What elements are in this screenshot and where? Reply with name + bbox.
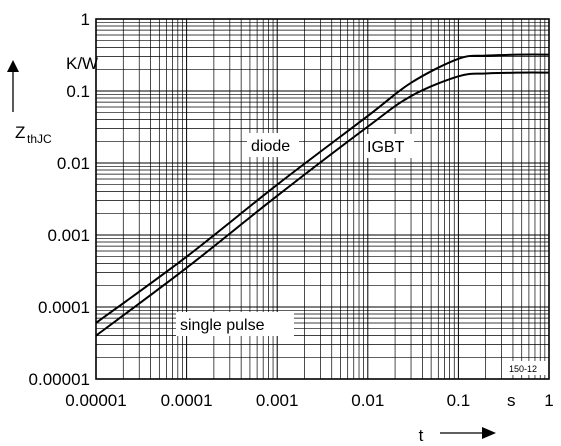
x-tick-label: 0.01 [351, 391, 384, 410]
diode-label-bg [247, 133, 299, 157]
curves [95, 53, 550, 337]
y-axis-label: Z [15, 123, 25, 142]
y-tick-label: 0.001 [47, 226, 90, 245]
x-tick-label: 0.0001 [161, 391, 213, 410]
grid [95, 18, 550, 380]
x-tick-label: 0.1 [447, 391, 471, 410]
code-label-bg [507, 361, 547, 375]
y-tick-label: 0.00001 [29, 370, 90, 389]
x-tick-label: 0.001 [256, 391, 299, 410]
plot-frame [95, 18, 550, 380]
y-axis-label-subscript: thJC [27, 132, 52, 146]
series-line-igbt [95, 71, 550, 337]
labels: diode IGBT single pulse 150-12 0.00001 0.0001… [7, 10, 554, 445]
y-tick-label: 0.0001 [38, 298, 90, 317]
x-axis-label: t [419, 426, 424, 445]
y-tick-label: 0.01 [57, 154, 90, 173]
x-tick-label: 0.00001 [65, 391, 126, 410]
y-axis-arrowhead [7, 60, 19, 72]
x-axis-arrowhead [482, 427, 496, 439]
series-label-diode: diode [251, 138, 290, 155]
series-label-igbt: IGBT [367, 139, 405, 156]
annotation-single-pulse: single pulse [180, 317, 265, 334]
x-tick-label: 1 [544, 391, 553, 410]
y-tick-label: 1 [81, 10, 90, 29]
igbt-label-bg [364, 134, 414, 158]
y-tick-label: 0.1 [66, 82, 90, 101]
y-unit-label: K/W [66, 54, 98, 73]
series-line-diode [95, 53, 550, 324]
single-pulse-label-bg [176, 312, 294, 336]
x-unit-label: s [507, 391, 516, 410]
chart-code-label: 150-12 [509, 364, 537, 374]
